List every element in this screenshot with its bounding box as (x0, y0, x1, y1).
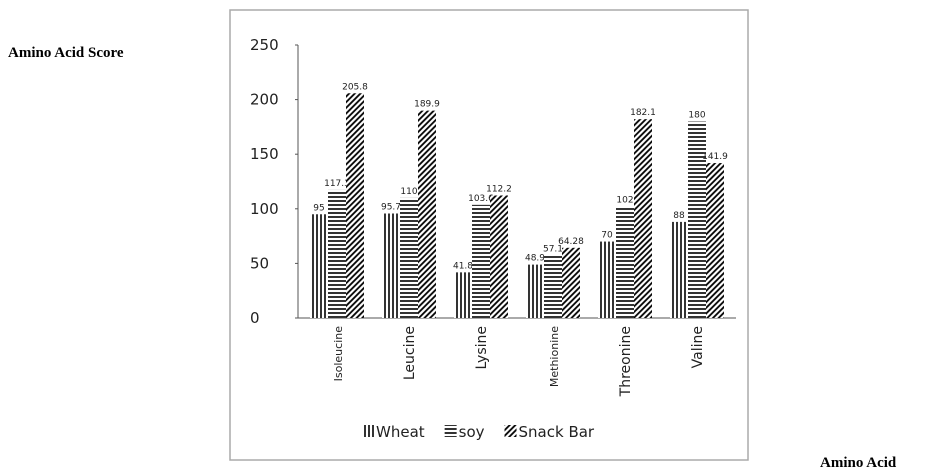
legend-swatch (362, 425, 374, 437)
legend-label: soy (459, 423, 485, 441)
data-label: 48.9 (525, 254, 545, 264)
bar (382, 213, 400, 318)
data-label: 103.6 (468, 194, 494, 204)
bar (616, 206, 634, 318)
x-tick-label: Methionine (548, 326, 561, 387)
legend-label: Snack Bar (519, 423, 595, 441)
y-axis-label: Amino Acid Score (8, 45, 124, 61)
bar (670, 221, 688, 318)
bar (418, 110, 436, 318)
data-label: 180 (688, 110, 705, 120)
legend-label: Wheat (376, 423, 425, 441)
data-label: 117.3 (324, 179, 350, 189)
data-label: 88 (673, 211, 685, 221)
data-label: 189.9 (414, 100, 440, 110)
data-label: 70 (601, 231, 613, 241)
x-tick-label: Isoleucine (332, 326, 345, 382)
chart-frame (229, 9, 749, 461)
data-label: 95.7 (381, 202, 401, 212)
x-tick-label: Threonine (618, 326, 634, 397)
bar (526, 264, 544, 318)
data-label: 205.8 (342, 82, 368, 92)
bar (544, 255, 562, 318)
y-tick-label: 200 (250, 91, 279, 109)
data-label: 110 (400, 187, 417, 197)
bar (472, 204, 490, 318)
data-label: 64.28 (558, 237, 584, 247)
bar (562, 247, 580, 318)
bar (688, 121, 706, 318)
bar (454, 272, 472, 318)
bar (310, 214, 328, 318)
data-label: 112.2 (486, 184, 512, 194)
bar (346, 93, 364, 318)
y-tick-label: 150 (250, 145, 279, 163)
legend-swatch (444, 425, 457, 437)
y-tick-label: 50 (250, 254, 269, 272)
data-label: 141.9 (702, 152, 728, 162)
bar (706, 163, 724, 318)
bar (490, 195, 508, 318)
x-axis-label: Amino Acid (820, 455, 897, 471)
y-tick-label: 250 (250, 36, 279, 54)
data-label: 41.8 (453, 261, 473, 271)
x-tick-label: Valine (690, 326, 706, 368)
data-label: 102 (616, 196, 633, 206)
y-tick-label: 100 (250, 200, 279, 218)
y-tick-label: 0 (250, 309, 260, 327)
bar (598, 241, 616, 318)
data-label: 95 (313, 203, 324, 213)
x-tick-label: Leucine (402, 326, 418, 380)
data-label: 182.1 (630, 108, 656, 118)
bar (400, 197, 418, 318)
bar (328, 189, 346, 318)
legend-swatch (504, 425, 517, 437)
x-tick-label: Lysine (474, 326, 490, 369)
bar (634, 119, 652, 319)
data-label: 57.1 (543, 245, 563, 255)
